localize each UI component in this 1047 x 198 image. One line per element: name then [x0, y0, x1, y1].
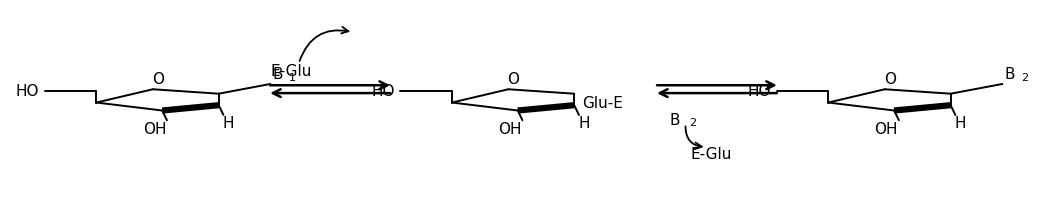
FancyArrowPatch shape: [686, 126, 701, 149]
FancyArrowPatch shape: [299, 27, 349, 61]
Text: H: H: [223, 116, 235, 131]
Text: B: B: [272, 67, 283, 82]
Text: 1: 1: [289, 73, 296, 83]
Text: 2: 2: [1021, 73, 1028, 83]
Text: Glu-E: Glu-E: [582, 96, 623, 111]
Text: HO: HO: [372, 84, 395, 99]
Text: O: O: [884, 72, 896, 87]
Text: O: O: [152, 72, 164, 87]
Text: E-Glu: E-Glu: [270, 64, 312, 79]
Text: B: B: [670, 113, 681, 128]
Text: O: O: [508, 72, 519, 87]
Text: HO: HO: [16, 84, 40, 99]
Text: E-Glu: E-Glu: [691, 147, 732, 162]
Text: OH: OH: [142, 122, 166, 137]
Text: H: H: [955, 116, 966, 131]
Text: B: B: [1004, 67, 1015, 82]
Text: OH: OH: [498, 122, 521, 137]
Text: H: H: [578, 116, 589, 131]
Text: 2: 2: [689, 118, 696, 128]
Text: HO: HO: [748, 84, 772, 99]
Text: OH: OH: [874, 122, 898, 137]
